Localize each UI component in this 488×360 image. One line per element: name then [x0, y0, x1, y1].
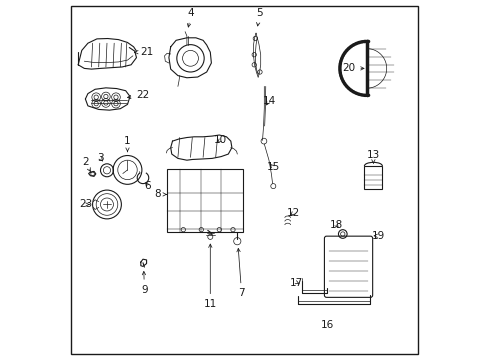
Text: 2: 2: [82, 157, 90, 171]
Text: 14: 14: [262, 96, 275, 106]
Text: 22: 22: [127, 90, 149, 100]
Text: 4: 4: [187, 8, 194, 27]
Text: 13: 13: [366, 150, 379, 163]
Text: 17: 17: [289, 278, 303, 288]
Text: 8: 8: [154, 189, 166, 199]
Text: 10: 10: [213, 135, 226, 145]
Text: 11: 11: [203, 244, 217, 309]
Text: 15: 15: [266, 162, 279, 172]
Text: 3: 3: [97, 153, 103, 163]
Text: 12: 12: [286, 208, 299, 218]
Text: 5: 5: [256, 8, 263, 26]
Bar: [364, 166, 382, 189]
Text: 23: 23: [80, 199, 93, 210]
Text: 6: 6: [144, 181, 151, 191]
Text: 9: 9: [141, 271, 147, 295]
Text: 7: 7: [236, 248, 244, 298]
Text: 18: 18: [329, 220, 342, 230]
Text: 21: 21: [134, 47, 154, 57]
Bar: [167, 169, 242, 232]
Text: 20: 20: [342, 63, 363, 73]
Text: 16: 16: [320, 320, 333, 330]
Text: 1: 1: [124, 136, 131, 152]
Text: 19: 19: [371, 231, 384, 241]
